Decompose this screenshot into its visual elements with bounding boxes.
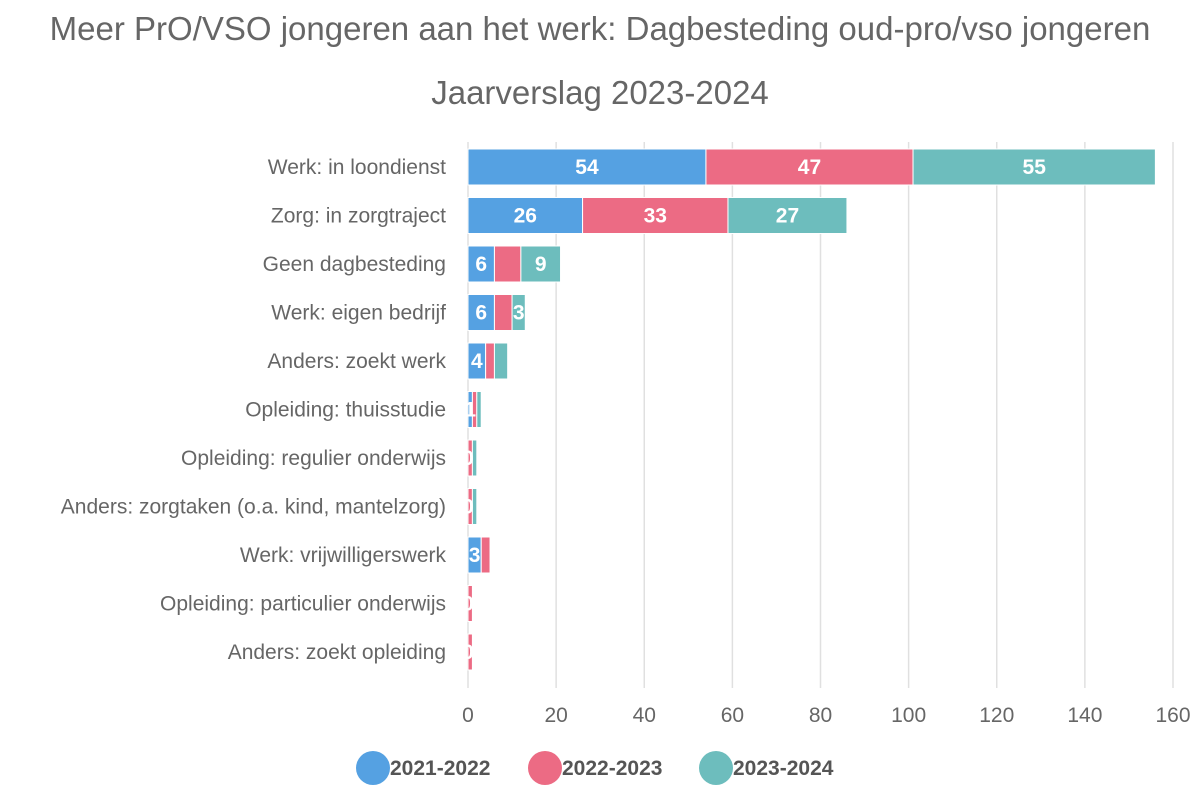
legend-label[interactable]: 2021-2022 xyxy=(390,757,490,780)
legend-marker[interactable] xyxy=(356,751,390,785)
bar-segment[interactable] xyxy=(480,536,491,574)
x-tick-label: 40 xyxy=(633,704,656,727)
bar-segment[interactable] xyxy=(493,245,522,283)
bar-segment[interactable] xyxy=(467,633,473,671)
bar-segment[interactable] xyxy=(912,148,1156,186)
category-label: Opleiding: thuisstudie xyxy=(245,399,446,422)
x-tick-label: 20 xyxy=(544,704,567,727)
bar-segment[interactable] xyxy=(467,197,584,234)
data-label: 55 xyxy=(1023,156,1047,179)
category-label: Anders: zoekt opleiding xyxy=(228,641,446,664)
category-label: Opleiding: particulier onderwijs xyxy=(160,593,446,616)
chart-subtitle: Jaarverslag 2023-2024 xyxy=(431,74,769,111)
data-label: 6 xyxy=(475,302,487,325)
bar-segment[interactable] xyxy=(582,197,729,234)
category-axis: Werk: in loondienst Zorg: in zorgtraject G… xyxy=(61,156,447,664)
category-label: Anders: zorgtaken (o.a. kind, mantelzorg… xyxy=(61,496,446,519)
x-tick-label: 160 xyxy=(1155,704,1190,727)
data-label: 0 xyxy=(462,447,474,470)
data-label: 54 xyxy=(575,156,599,179)
bar-segment[interactable] xyxy=(520,245,562,283)
category-label: Werk: vrijwilligerswerk xyxy=(240,544,447,567)
bar-segment[interactable] xyxy=(511,294,526,331)
data-label: 0 xyxy=(462,641,474,664)
data-label: 0 xyxy=(462,496,474,519)
bar-segment[interactable] xyxy=(493,294,513,331)
bar-segment[interactable] xyxy=(471,488,478,525)
legend: 2021-2022 2022-2023 2023-2024 xyxy=(356,751,834,785)
category-label: Zorg: in zorgtraject xyxy=(271,205,446,228)
bar-segment[interactable] xyxy=(467,585,473,622)
bars xyxy=(467,148,1156,671)
bar-segment[interactable] xyxy=(476,391,482,428)
legend-marker[interactable] xyxy=(699,751,733,785)
data-label: 0 xyxy=(462,593,474,616)
bar-segment[interactable] xyxy=(467,245,495,283)
bar-segment[interactable] xyxy=(471,439,478,477)
data-label: 1 xyxy=(464,399,476,422)
bar-segment[interactable] xyxy=(485,342,495,380)
value-axis: 0 20 40 60 80 100 120 140 160 xyxy=(462,704,1190,727)
bar-segment[interactable] xyxy=(467,294,495,331)
data-label: 26 xyxy=(514,205,537,228)
data-labels: 54 47 55 26 33 27 6 9 6 3 4 1 0 0 3 0 0 xyxy=(462,156,1046,664)
data-label: 6 xyxy=(475,253,487,276)
legend-label[interactable]: 2023-2024 xyxy=(733,757,834,780)
category-label: Geen dagbesteding xyxy=(263,253,446,276)
data-label: 4 xyxy=(471,350,483,373)
data-label: 33 xyxy=(644,205,667,228)
x-tick-label: 120 xyxy=(979,704,1014,727)
data-label: 3 xyxy=(469,544,481,567)
category-label: Werk: eigen bedrijf xyxy=(271,302,446,325)
x-tick-label: 140 xyxy=(1067,704,1102,727)
x-tick-label: 80 xyxy=(809,704,832,727)
x-tick-label: 0 xyxy=(462,704,474,727)
bar-segment[interactable] xyxy=(705,148,914,186)
legend-label[interactable]: 2022-2023 xyxy=(562,757,662,780)
data-label: 47 xyxy=(798,156,821,179)
data-label: 3 xyxy=(513,302,525,325)
x-tick-label: 60 xyxy=(721,704,744,727)
bar-segment[interactable] xyxy=(727,197,848,234)
bar-segment[interactable] xyxy=(493,342,509,380)
data-label: 27 xyxy=(776,205,799,228)
legend-marker[interactable] xyxy=(528,751,562,785)
category-label: Anders: zoekt werk xyxy=(267,350,446,373)
data-label: 9 xyxy=(535,253,547,276)
chart-title: Meer PrO/VSO jongeren aan het werk: Dagb… xyxy=(50,10,1151,47)
category-label: Werk: in loondienst xyxy=(268,156,446,179)
x-tick-label: 100 xyxy=(891,704,926,727)
category-label: Opleiding: regulier onderwijs xyxy=(181,447,446,470)
